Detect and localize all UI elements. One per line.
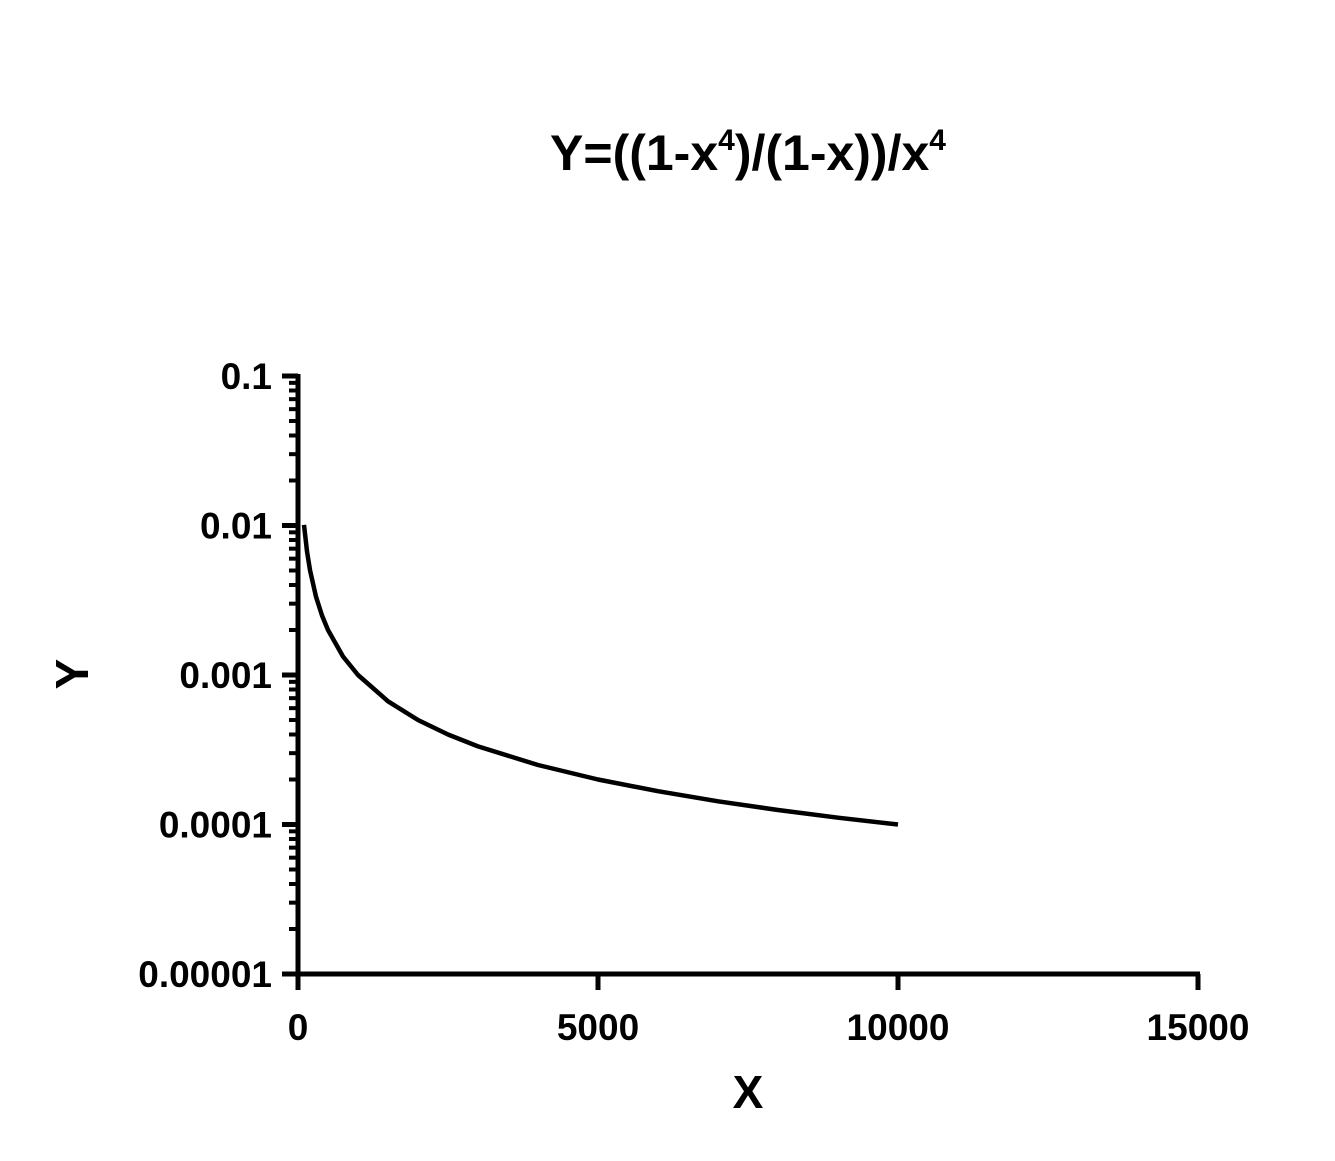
y-axis-label: Y: [46, 659, 98, 690]
x-axis-label: X: [733, 1066, 764, 1118]
y-tick-label: 0.00001: [138, 954, 272, 995]
y-tick-label: 0.1: [221, 356, 272, 397]
axes: [282, 373, 1201, 990]
series-layer: [301, 524, 899, 827]
title-segment: Y=((1-x: [550, 125, 718, 181]
x-tick-label: 10000: [847, 1007, 950, 1048]
x-tick-label: 5000: [557, 1007, 639, 1048]
title-segment: )/(1-x))/x: [735, 125, 930, 181]
tick-labels: 0.1 0.01 0.001 0.0001 0.00001 0 5000 10000 15000: [138, 356, 1249, 1048]
y-tick-label: 0.001: [179, 655, 272, 696]
x-tick-label: 0: [288, 1007, 309, 1048]
x-tick-label: 15000: [1147, 1007, 1250, 1048]
chart-title: Y=((1-x4)/(1-x))/x4: [550, 124, 946, 181]
y-tick-label: 0.01: [200, 506, 272, 547]
y-tick-label: 0.0001: [159, 805, 272, 846]
title-superscript: 4: [718, 124, 735, 157]
title-superscript: 4: [929, 124, 946, 157]
series-line: [301, 524, 899, 827]
